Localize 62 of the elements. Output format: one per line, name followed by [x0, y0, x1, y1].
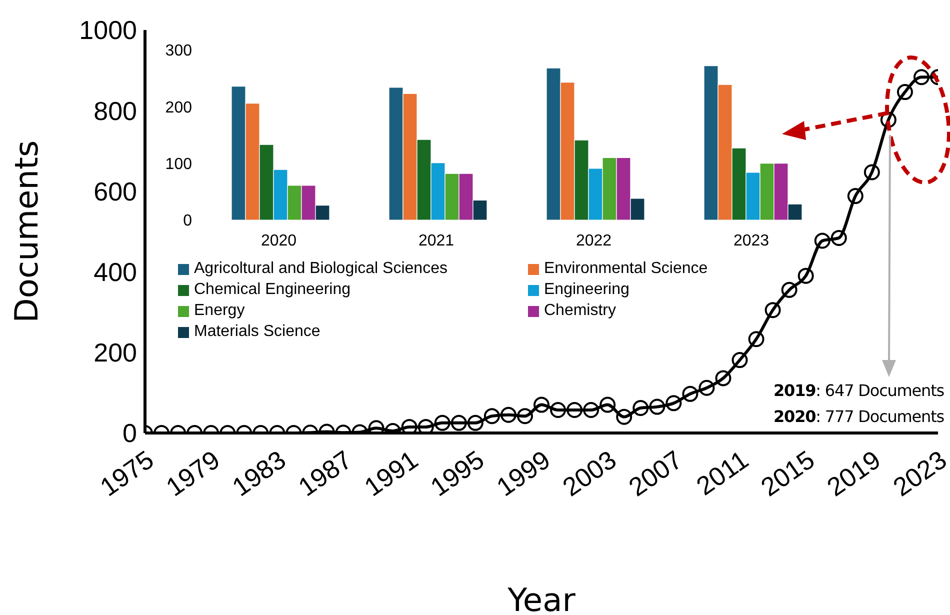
x-tick-label: 2011 — [690, 444, 754, 502]
x-tick-label: 1991 — [358, 444, 424, 502]
y-tick-label: 100 — [165, 156, 192, 174]
y-tick-label: 800 — [94, 96, 137, 126]
x-tick-label: 2021 — [418, 232, 454, 250]
annotation: 2020: 777 Documents — [774, 406, 944, 428]
x-tick-label: 2020 — [260, 232, 297, 250]
y-tick-label: 0 — [122, 418, 137, 448]
x-tick-label: 1983 — [226, 444, 292, 502]
legend-label: Energy — [194, 302, 245, 320]
y-tick-label: 0 — [183, 212, 192, 230]
point — [880, 112, 896, 128]
y-tick-label: 200 — [165, 99, 192, 116]
point — [616, 408, 632, 425]
point — [450, 414, 467, 431]
y-tick-label: 300 — [165, 42, 192, 60]
legend-label: Materials Science — [194, 323, 320, 341]
x-tick-label: 1979 — [160, 444, 226, 502]
legend-label: Agricoltural and Biological Sciences — [194, 260, 448, 278]
point — [715, 370, 732, 386]
point — [566, 402, 583, 418]
point — [583, 402, 600, 418]
point — [698, 380, 715, 396]
point — [814, 232, 830, 249]
point — [913, 69, 930, 86]
x-tick-label: 2023 — [733, 232, 770, 250]
x-tick-label: 1999 — [490, 444, 556, 502]
legend-label: Environmental Science — [544, 260, 708, 278]
point — [682, 386, 698, 402]
point — [781, 282, 798, 298]
point — [500, 406, 516, 423]
point — [864, 164, 880, 180]
legend-label: Chemistry — [544, 302, 616, 320]
point — [484, 408, 500, 424]
point — [401, 418, 418, 433]
point — [732, 352, 748, 368]
point — [896, 84, 913, 100]
point — [434, 414, 450, 431]
point — [632, 400, 649, 416]
point — [764, 302, 781, 318]
x-axis-title: Year — [506, 581, 576, 615]
point — [600, 396, 616, 413]
point — [550, 402, 566, 418]
point — [830, 230, 847, 246]
y-tick-label: 1000 — [79, 15, 137, 46]
point — [649, 398, 666, 415]
point — [516, 408, 533, 424]
point — [847, 188, 864, 204]
y-axis-title: Documents — [7, 140, 46, 323]
point — [418, 418, 434, 433]
point — [798, 268, 814, 284]
annotation: 2019: 647 Documents — [774, 380, 944, 402]
y-tick-label: 400 — [94, 257, 137, 288]
point — [748, 331, 764, 348]
x-tick-label: 2022 — [576, 232, 612, 250]
y-tick-label: 600 — [94, 176, 137, 206]
point — [666, 395, 682, 412]
point — [467, 414, 484, 431]
point — [534, 396, 550, 413]
y-tick-label: 200 — [94, 338, 137, 368]
legend-label: Engineering — [544, 281, 630, 299]
legend-label: Chemical Engineering — [194, 281, 351, 299]
